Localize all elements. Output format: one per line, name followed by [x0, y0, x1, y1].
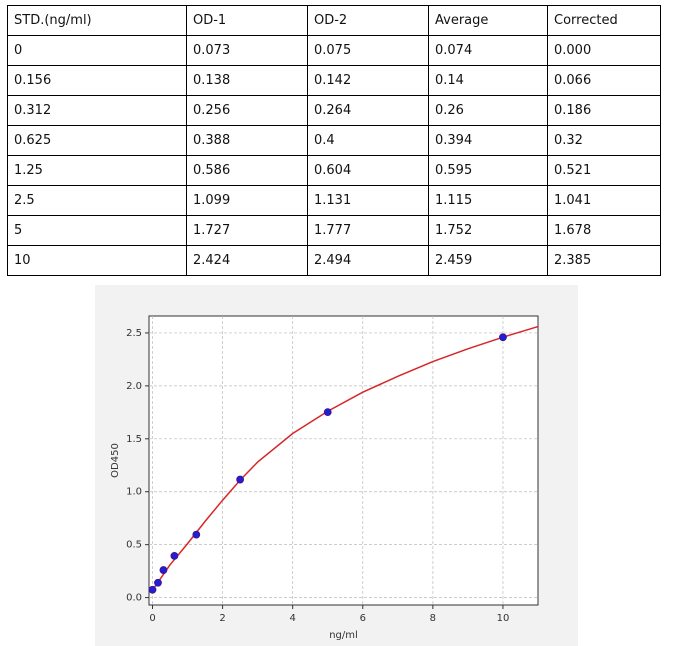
table-cell: 0.26	[428, 95, 548, 126]
table-cell: 5	[7, 215, 187, 246]
x-tick-label: 2	[219, 613, 225, 624]
table-row: 0.156 0.138 0.142 0.14 0.066	[7, 65, 661, 96]
table-cell: 0.312	[7, 95, 187, 126]
table-cell: Average	[428, 5, 548, 36]
table-cell: 1.727	[186, 215, 308, 246]
data-point	[154, 578, 162, 587]
table-row: 10 2.424 2.494 2.459 2.385	[7, 245, 661, 276]
y-tick-label: 2.0	[126, 381, 142, 392]
x-tick-label: 6	[360, 613, 366, 624]
table-row: 0.625 0.388 0.4 0.394 0.32	[7, 125, 661, 156]
x-tick-label: 0	[149, 613, 155, 624]
data-table: STD.(ng/ml) OD-1 OD-2 Average Corrected 0 0.07…	[7, 5, 661, 276]
table-cell: OD-1	[186, 5, 308, 36]
data-point	[236, 475, 245, 484]
table-cell: Corrected	[547, 5, 661, 36]
table-cell: 2.494	[307, 245, 429, 276]
table-cell: 0.586	[186, 155, 308, 186]
y-axis-label: OD450	[110, 443, 121, 478]
y-tick-label: 2.5	[126, 328, 142, 339]
data-point	[170, 551, 179, 560]
table-cell: 1.041	[547, 185, 661, 216]
table-cell: 1.777	[307, 215, 429, 246]
table-cell: 0.32	[547, 125, 661, 156]
table-row: 0.312 0.256 0.264 0.26 0.186	[7, 95, 661, 126]
x-tick-label: 10	[497, 613, 510, 624]
table-cell: 1.115	[428, 185, 548, 216]
table-cell: 1.099	[186, 185, 308, 216]
table-cell: 1.752	[428, 215, 548, 246]
data-point	[499, 333, 507, 342]
table-cell: 1.131	[307, 185, 429, 216]
x-tick-label: 8	[430, 613, 436, 624]
table-cell: STD.(ng/ml)	[7, 5, 187, 36]
table-cell: 0.394	[428, 125, 548, 156]
table-cell: 0.156	[7, 65, 187, 96]
table-cell: 2.424	[186, 245, 308, 276]
table-cell: 0.264	[307, 95, 429, 126]
table-row: 0 0.073 0.075 0.074 0.000	[7, 35, 661, 66]
table-cell: 0.000	[547, 35, 661, 66]
table-cell: 0.604	[307, 155, 429, 186]
data-point	[159, 566, 168, 574]
table-row: 5 1.727 1.777 1.752 1.678	[7, 215, 661, 246]
table-row: 1.25 0.586 0.604 0.595 0.521	[7, 155, 661, 186]
table-cell: 0.142	[307, 65, 429, 96]
table-cell: 0.066	[547, 65, 661, 96]
chart: 0.0 0.5 1.0 1.5 2.0 2.5 0 2 4 6 8 10 ng/ml OD450	[95, 285, 578, 646]
data-point	[192, 530, 201, 539]
table-cell: 0.256	[186, 95, 308, 126]
table-cell: 10	[7, 245, 187, 276]
table-cell: 2.5	[7, 185, 187, 216]
table-cell: 0.14	[428, 65, 548, 96]
table-cell: 1.25	[7, 155, 187, 186]
y-tick-label: 0.5	[126, 540, 142, 551]
table-cell: 2.459	[428, 245, 548, 276]
table-cell: 0.138	[186, 65, 308, 96]
table-row: 2.5 1.099 1.131 1.115 1.041	[7, 185, 661, 216]
table-cell: 0	[7, 35, 187, 66]
data-point	[323, 408, 332, 417]
table-cell: 2.385	[547, 245, 661, 276]
x-tick-label: 4	[289, 613, 295, 624]
x-axis-label: ng/ml	[329, 630, 358, 641]
table-cell: 0.521	[547, 155, 661, 186]
plot-area	[148, 315, 539, 606]
y-tick-label: 0.0	[126, 593, 142, 604]
table-cell: 0.625	[7, 125, 187, 156]
table-cell: 0.075	[307, 35, 429, 66]
table-cell: OD-2	[307, 5, 429, 36]
table-cell: 0.186	[547, 95, 661, 126]
header-row: STD.(ng/ml) OD-1 OD-2 Average Corrected	[7, 5, 661, 36]
table-cell: 0.388	[186, 125, 308, 156]
table-cell: 0.595	[428, 155, 548, 186]
y-tick-label: 1.0	[126, 487, 142, 498]
table-cell: 0.4	[307, 125, 429, 156]
data-point	[148, 585, 157, 594]
table-cell: 0.073	[186, 35, 308, 66]
table-cell: 1.678	[547, 215, 661, 246]
table-cell: 0.074	[428, 35, 548, 66]
y-tick-label: 1.5	[126, 434, 142, 445]
